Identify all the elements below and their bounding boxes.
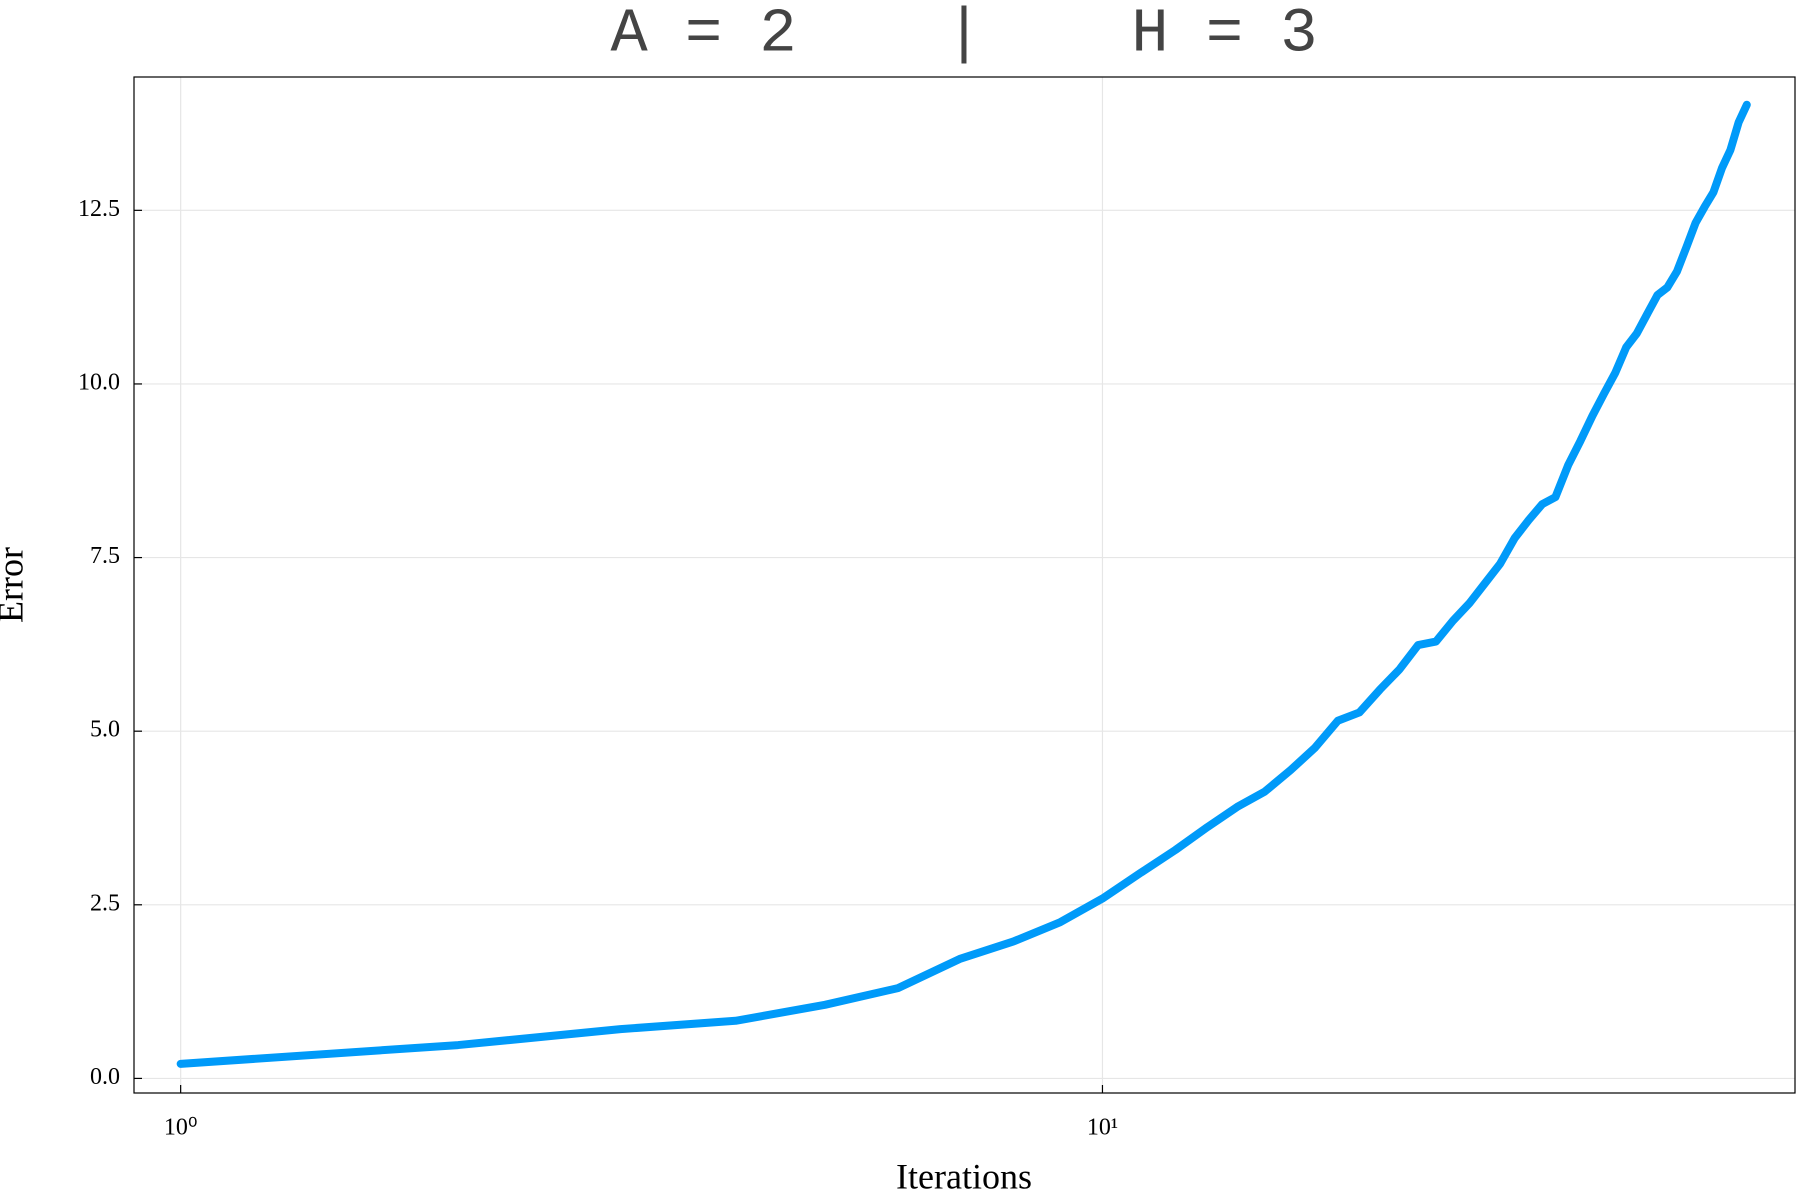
y-tick-label: 7.5 — [90, 543, 120, 569]
chart-title: A = 2 | H = 3 — [611, 0, 1318, 69]
y-tick-label: 12.5 — [78, 196, 120, 222]
y-tick-label: 10.0 — [78, 369, 120, 395]
y-axis-label: Error — [0, 547, 30, 623]
y-tick-label: 5.0 — [90, 717, 120, 743]
data-line — [176, 100, 1751, 1068]
y-tick-label: 0.0 — [90, 1064, 120, 1090]
plot-frame — [133, 76, 1796, 1094]
x-axis-label: Iterations — [896, 1156, 1032, 1196]
x-tick-label: 10⁰ — [164, 1115, 198, 1141]
x-tick-label: 10¹ — [1087, 1115, 1118, 1141]
y-tick-label: 2.5 — [90, 890, 120, 916]
